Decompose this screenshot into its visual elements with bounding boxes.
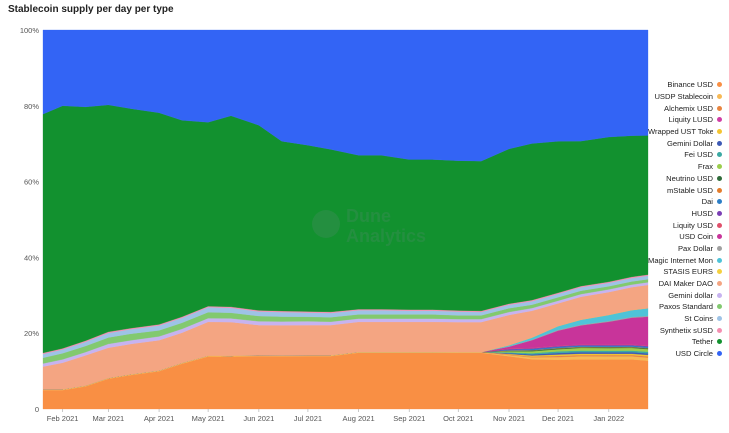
- legend-item[interactable]: Wrapped UST Token: [648, 126, 728, 138]
- legend-swatch: [717, 105, 722, 111]
- legend-swatch: [717, 94, 722, 100]
- dune-logo-icon: [312, 210, 340, 238]
- x-tick-label: Oct 2021: [443, 414, 473, 423]
- chart-legend: Binance USD USDP Stablecoin Alchemix USD Li…: [648, 79, 728, 360]
- x-tick-label: Apr 2021: [144, 414, 174, 423]
- legend-label: Alchemix USD: [664, 103, 713, 113]
- legend-swatch: [717, 269, 722, 275]
- legend-label: USD Coin: [679, 232, 713, 242]
- legend-item[interactable]: Gemini Dollar: [648, 137, 728, 149]
- legend-swatch: [717, 152, 722, 158]
- legend-label: Gemini Dollar: [667, 138, 713, 148]
- legend-label: Synthetix sUSD: [659, 325, 713, 335]
- legend-item[interactable]: Paxos Standard: [648, 301, 728, 313]
- x-tick-label: Sep 2021: [393, 414, 425, 423]
- legend-item[interactable]: Frax: [648, 161, 728, 173]
- legend-swatch: [717, 245, 722, 251]
- legend-item[interactable]: Binance USD: [648, 79, 728, 91]
- x-tick-label: Jun 2021: [243, 414, 274, 423]
- legend-swatch: [717, 304, 722, 310]
- legend-swatch: [717, 199, 722, 205]
- x-tick-label: Jul 2021: [294, 414, 322, 423]
- y-tick-label: 100%: [20, 26, 40, 35]
- legend-label: Liquity USD: [672, 220, 713, 230]
- area-usd-circle: [42, 29, 649, 162]
- legend-item[interactable]: Dai: [648, 196, 728, 208]
- x-tick-label: Feb 2021: [47, 414, 79, 423]
- legend-swatch: [717, 292, 722, 298]
- legend-item[interactable]: Alchemix USD: [648, 102, 728, 114]
- legend-item[interactable]: DAI Maker DAO: [648, 278, 728, 290]
- legend-label: Binance USD: [667, 80, 713, 90]
- legend-swatch: [717, 187, 722, 193]
- chart-title: Stablecoin supply per day per type: [8, 4, 174, 15]
- legend-label: Neutrino USD: [666, 173, 713, 183]
- legend-swatch: [717, 164, 722, 170]
- x-tick-label: Jan 2022: [593, 414, 624, 423]
- legend-label: Dai: [701, 197, 713, 207]
- x-tick-label: Aug 2021: [343, 414, 375, 423]
- legend-swatch: [717, 129, 722, 135]
- x-tick-label: May 2021: [192, 414, 225, 423]
- legend-item[interactable]: Fei USD: [648, 149, 728, 161]
- legend-swatch: [717, 117, 722, 123]
- y-tick-label: 20%: [24, 329, 39, 338]
- legend-swatch: [717, 234, 722, 240]
- legend-item[interactable]: Liquity USD: [648, 219, 728, 231]
- legend-label: Paxos Standard: [658, 302, 713, 312]
- legend-label: Tether: [691, 337, 713, 347]
- legend-label: Frax: [697, 162, 713, 172]
- legend-label: Magic Internet Money: [648, 255, 713, 265]
- x-tick-label: Mar 2021: [93, 414, 125, 423]
- legend-swatch: [717, 257, 722, 263]
- legend-item[interactable]: USDP Stablecoin: [648, 91, 728, 103]
- legend-label: Wrapped UST Token: [648, 127, 713, 137]
- legend-swatch: [717, 327, 722, 333]
- legend-swatch: [717, 140, 722, 146]
- y-tick-label: 0: [35, 405, 39, 414]
- legend-swatch: [717, 222, 722, 228]
- legend-label: Liquity LUSD: [668, 115, 713, 125]
- legend-item[interactable]: USD Coin: [648, 231, 728, 243]
- legend-item[interactable]: St Coins: [648, 313, 728, 325]
- watermark-text: Analytics: [346, 226, 426, 246]
- legend-item[interactable]: mStable USD: [648, 184, 728, 196]
- legend-item[interactable]: Pax Dollar: [648, 243, 728, 255]
- legend-label: DAI Maker DAO: [658, 279, 713, 289]
- legend-item[interactable]: STASIS EURS: [648, 266, 728, 278]
- y-tick-label: 80%: [24, 102, 39, 111]
- legend-item[interactable]: Gemini dollar: [648, 289, 728, 301]
- legend-item[interactable]: Magic Internet Money: [648, 254, 728, 266]
- legend-swatch: [717, 316, 722, 322]
- legend-label: St Coins: [684, 314, 713, 324]
- legend-label: USDP Stablecoin: [654, 92, 713, 102]
- legend-label: Pax Dollar: [677, 243, 713, 253]
- legend-swatch: [717, 351, 722, 357]
- legend-item[interactable]: Synthetix sUSD: [648, 324, 728, 336]
- legend-swatch: [717, 82, 722, 88]
- legend-label: HUSD: [691, 208, 713, 218]
- legend-swatch: [717, 175, 722, 181]
- y-tick-label: 40%: [24, 253, 39, 262]
- legend-item[interactable]: Neutrino USD: [648, 173, 728, 185]
- x-tick-label: Dec 2021: [542, 414, 574, 423]
- legend-label: Fei USD: [684, 150, 713, 160]
- legend-label: Gemini dollar: [668, 290, 713, 300]
- legend-swatch: [717, 339, 722, 345]
- legend-item[interactable]: USD Circle: [648, 348, 728, 360]
- legend-label: STASIS EURS: [663, 267, 713, 277]
- legend-swatch: [717, 281, 722, 287]
- legend-label: USD Circle: [675, 349, 713, 359]
- legend-label: mStable USD: [666, 185, 713, 195]
- legend-item[interactable]: Liquity LUSD: [648, 114, 728, 126]
- x-tick-label: Nov 2021: [493, 414, 525, 423]
- legend-item[interactable]: HUSD: [648, 208, 728, 220]
- legend-item[interactable]: Tether: [648, 336, 728, 348]
- watermark-text: Dune: [346, 206, 391, 226]
- y-tick-label: 60%: [24, 178, 39, 187]
- legend-swatch: [717, 210, 722, 216]
